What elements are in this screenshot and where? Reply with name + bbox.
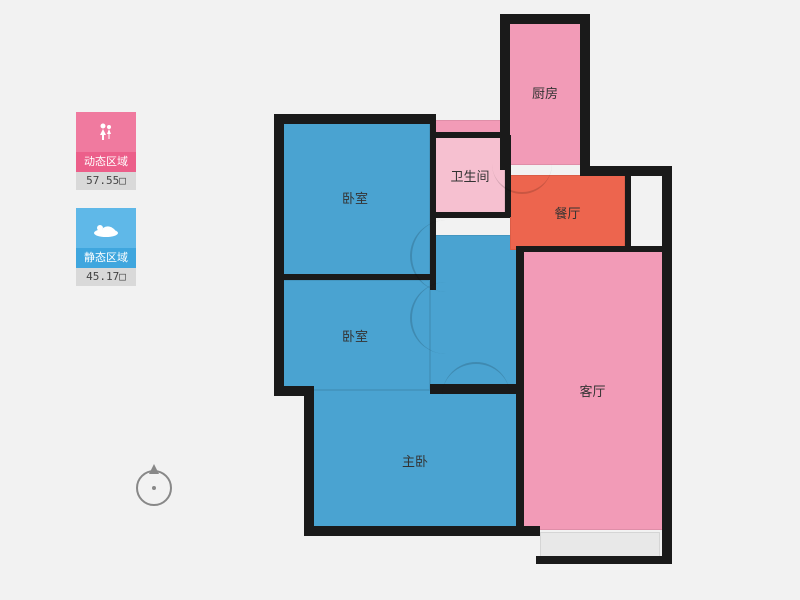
legend-static-icon — [76, 208, 136, 248]
door-arc — [410, 282, 482, 354]
wall — [516, 246, 524, 536]
wall — [430, 212, 510, 218]
door-arc — [442, 362, 510, 430]
wall — [500, 14, 590, 24]
legend-static: 静态区域 45.17□ — [76, 208, 136, 286]
wall — [274, 114, 436, 124]
wall — [430, 132, 510, 138]
wall — [520, 246, 670, 252]
floorplan: 卧室卧室主卧卫生间厨房餐厅客厅 — [280, 20, 700, 580]
room-bedroom-1: 卧室 — [280, 120, 430, 275]
wall — [304, 386, 314, 536]
wall — [536, 556, 670, 564]
room-bedroom-2: 卧室 — [280, 280, 430, 390]
legend-dynamic: 动态区域 57.55□ — [76, 112, 136, 190]
people-icon — [94, 120, 118, 144]
wall — [580, 14, 590, 170]
wall — [304, 526, 540, 536]
room-living: 客厅 — [520, 250, 665, 530]
legend-dynamic-icon — [76, 112, 136, 152]
legend-static-value: 45.17□ — [76, 268, 136, 286]
sleep-icon — [93, 218, 119, 238]
legend-static-label: 静态区域 — [76, 248, 136, 268]
wall — [278, 274, 434, 280]
wall — [625, 170, 631, 252]
legend-dynamic-label: 动态区域 — [76, 152, 136, 172]
compass-icon — [136, 470, 172, 506]
legend-dynamic-value: 57.55□ — [76, 172, 136, 190]
wall — [274, 114, 284, 396]
wall — [662, 166, 672, 564]
door-arc — [492, 134, 552, 194]
